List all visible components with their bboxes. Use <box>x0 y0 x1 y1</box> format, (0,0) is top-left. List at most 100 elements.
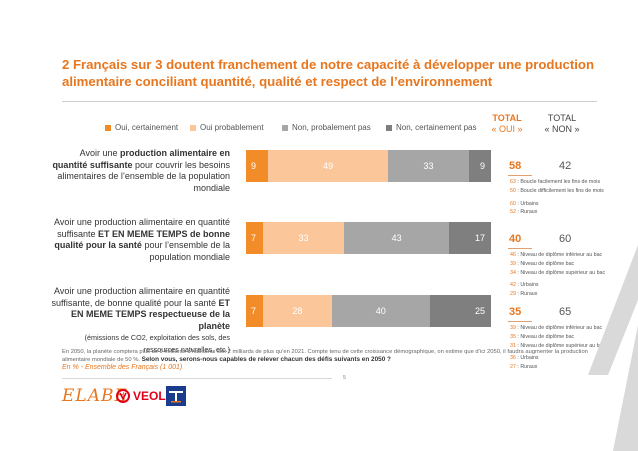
data-label: 7 <box>251 306 257 316</box>
decorative-triangle-icon <box>588 245 638 451</box>
source-note: En % - Ensemble des Français (1 001) <box>62 364 183 371</box>
detail-row: 39 : Niveau de diplôme bac <box>510 260 635 269</box>
total-underline-q3 <box>508 321 532 322</box>
question-footnote: En 2050, la planète comptera plus de 9 m… <box>62 349 588 363</box>
question-1-label: Avoir une production alimentaire en quan… <box>52 148 230 193</box>
detail-label: : Niveau de diplôme bac <box>515 333 575 340</box>
detail-row: 36 : Urbains <box>510 354 635 363</box>
detail-row: 46 : Niveau de diplôme inférieur au bac <box>510 251 635 260</box>
question-3-label: Avoir une production alimentaire en quan… <box>51 286 230 354</box>
detail-label: : Ruraux <box>515 209 538 216</box>
total-non-q2: 60 <box>559 233 572 245</box>
page-number: 5 <box>343 375 347 381</box>
bar-segment-q2-oui-certainement: 7 <box>246 222 264 254</box>
detail-value: 27 <box>510 364 516 371</box>
detail-value: 39 <box>510 325 516 331</box>
bar-question-2: 7 33 43 17 <box>246 222 491 254</box>
detail-row: 63 : Boucle facilement les fins de mois <box>510 178 635 187</box>
data-label: 28 <box>292 306 303 316</box>
detail-row: 42 : Urbains <box>510 281 635 290</box>
detail-row: 27 : Ruraux <box>510 363 635 372</box>
legend-item-non-certainement: Non, certainement pas <box>386 123 477 132</box>
total-underline-q2 <box>508 248 532 249</box>
detail-row: 34 : Niveau de diplôme supérieur au bac <box>510 269 635 278</box>
total-oui-q3: 35 <box>509 306 522 318</box>
bar-question-3: 7 28 40 25 <box>246 295 491 327</box>
details-q1: 63 : Boucle facilement les fins de mois 5… <box>510 178 635 217</box>
detail-label: : Boucle facilement les fins de mois <box>515 179 601 185</box>
page-title: 2 Français sur 3 doutent franchement de … <box>62 57 595 89</box>
bar-segment-q2-non-probablement: 43 <box>343 222 450 254</box>
bar-segment-q3-non-certainement: 25 <box>429 295 491 327</box>
total-oui-q1: 58 <box>509 160 522 172</box>
detail-label: : Urbains <box>515 355 539 362</box>
details-q2: 46 : Niveau de diplôme inférieur au bac 3… <box>510 251 635 299</box>
detail-label: : Ruraux <box>515 291 538 298</box>
data-label: 9 <box>479 161 485 171</box>
detail-label: : Ruraux <box>515 364 538 371</box>
detail-label: : Niveau de diplôme supérieur au bac <box>515 342 606 349</box>
data-label: 40 <box>375 306 386 316</box>
data-label: 49 <box>323 161 334 171</box>
detail-value: 31 <box>510 342 516 349</box>
bar-segment-q2-non-certainement: 17 <box>449 222 491 254</box>
la-tribune-logo <box>166 386 186 406</box>
detail-row: 29 : Ruraux <box>510 290 635 299</box>
veolia-icon <box>116 389 130 403</box>
detail-value: 36 <box>510 355 516 362</box>
data-label: 17 <box>474 233 485 243</box>
data-label: 33 <box>298 233 309 243</box>
question-2-label: Avoir une production alimentaire en quan… <box>54 217 230 262</box>
detail-value: 29 <box>510 291 516 298</box>
detail-label: : Niveau de diplôme bac <box>515 260 575 267</box>
detail-value: 35 <box>510 333 516 340</box>
legend-item-oui-probablement: Oui probablement <box>190 123 264 132</box>
title-divider <box>62 101 597 102</box>
bar-segment-q3-non-probablement: 40 <box>331 295 430 327</box>
data-label: 9 <box>251 161 257 171</box>
detail-value: 63 <box>510 179 516 185</box>
total-non-header: TOTAL « NON » <box>544 113 580 134</box>
total-non-q1: 42 <box>559 160 572 172</box>
footer-divider <box>62 378 332 379</box>
legend-item-oui-certainement: Oui, certainement <box>105 123 178 132</box>
legend-item-non-probablement: Non, probalement pas <box>282 123 371 132</box>
detail-value: 50 <box>510 187 516 194</box>
detail-value: 46 <box>510 252 516 258</box>
total-oui-header: TOTAL « OUI » <box>491 113 523 134</box>
detail-label: : Niveau de diplôme inférieur au bac <box>515 252 603 258</box>
bar-segment-q3-oui-probablement: 28 <box>263 295 332 327</box>
total-underline-q1 <box>508 175 532 176</box>
detail-row: 52 : Ruraux <box>510 208 635 217</box>
detail-label: : Urbains <box>515 200 539 207</box>
detail-label: : Niveau de diplôme inférieur au bac <box>515 325 603 331</box>
detail-value: 39 <box>510 260 516 267</box>
detail-value: 42 <box>510 282 516 289</box>
elabe-logo: ELABE <box>62 386 128 406</box>
detail-label: : Niveau de diplôme supérieur au bac <box>515 269 606 276</box>
bar-segment-q2-oui-probablement: 33 <box>263 222 344 254</box>
detail-row: 39 : Niveau de diplôme inférieur au bac <box>510 324 635 333</box>
bar-segment-q1-non-certainement: 9 <box>468 150 491 182</box>
data-label: 25 <box>474 306 485 316</box>
data-label: 7 <box>251 233 257 243</box>
bar-segment-q1-oui-probablement: 49 <box>268 150 389 182</box>
total-non-q3: 65 <box>559 306 572 318</box>
total-oui-q2: 40 <box>509 233 522 245</box>
details-q3: 39 : Niveau de diplôme inférieur au bac 3… <box>510 324 635 372</box>
detail-label: : Urbains <box>515 282 539 289</box>
detail-row: 35 : Niveau de diplôme bac <box>510 333 635 342</box>
detail-value: 52 <box>510 209 516 216</box>
detail-label: : Boucle difficilement les fins de mois <box>515 187 604 194</box>
detail-value: 60 <box>510 200 516 207</box>
detail-row: 60 : Urbains <box>510 200 635 209</box>
data-label: 43 <box>391 233 402 243</box>
detail-value: 34 <box>510 269 516 276</box>
bar-segment-q3-oui-certainement: 7 <box>246 295 264 327</box>
bar-question-1: 9 49 33 9 <box>246 150 491 182</box>
detail-row: 31 : Niveau de diplôme supérieur au bac <box>510 342 635 351</box>
detail-row: 50 : Boucle difficilement les fins de mo… <box>510 187 635 196</box>
bar-segment-q1-non-probablement: 33 <box>388 150 469 182</box>
data-label: 33 <box>423 161 434 171</box>
bar-segment-q1-oui-certainement: 9 <box>246 150 269 182</box>
